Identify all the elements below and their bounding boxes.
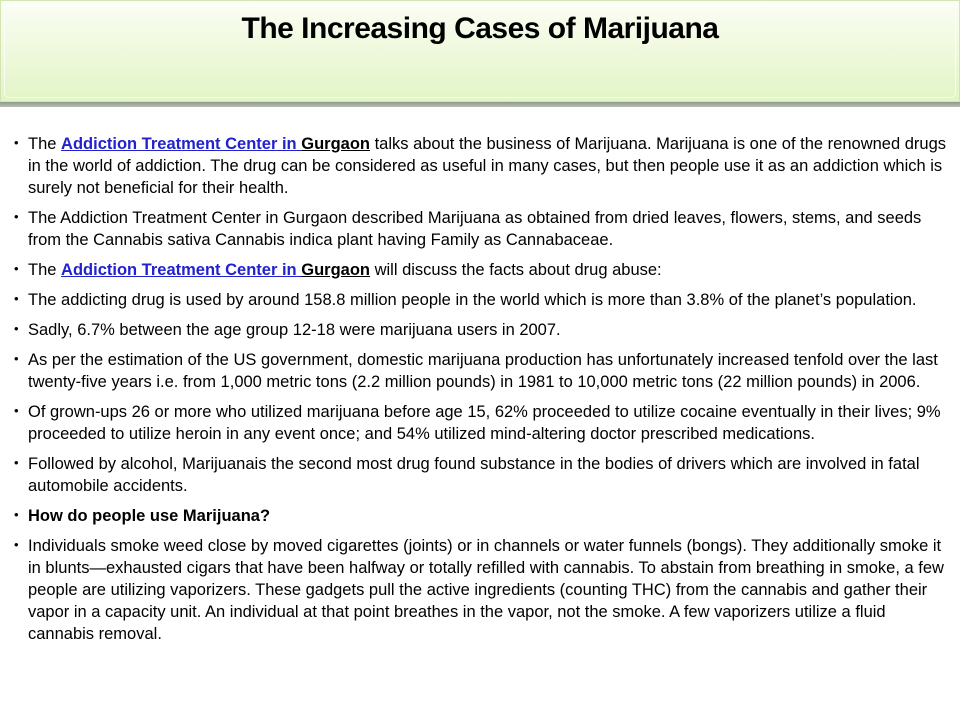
text-run: The addicting drug is used by around 158… bbox=[28, 291, 917, 309]
text-run: Sadly, 6.7% between the age group 12-18 … bbox=[28, 321, 561, 339]
inline-hyperlink[interactable]: Addiction Treatment Center in bbox=[61, 135, 302, 153]
text-run: talks about the business of Marijuana. M… bbox=[28, 135, 946, 197]
bullet-item: Sadly, 6.7% between the age group 12-18 … bbox=[13, 318, 949, 341]
slide-header: The Increasing Cases of Marijuana bbox=[0, 0, 960, 102]
text-run: How do people use Marijuana? bbox=[28, 507, 271, 525]
inline-hyperlink-dark[interactable]: Gurgaon bbox=[301, 261, 370, 279]
text-run: Followed by alcohol, Marijuanais the sec… bbox=[28, 455, 920, 495]
bullet-item: How do people use Marijuana? bbox=[13, 504, 949, 527]
text-run: will discuss the facts about drug abuse: bbox=[369, 261, 662, 279]
text-run: The bbox=[28, 261, 62, 279]
bullet-item: The addicting drug is used by around 158… bbox=[13, 288, 949, 311]
bullet-list: The Addiction Treatment Center in Gurgao… bbox=[13, 132, 949, 645]
header-shadow-divider bbox=[0, 102, 960, 107]
bullet-item: Followed by alcohol, Marijuanais the sec… bbox=[13, 452, 949, 497]
text-run: As per the estimation of the US governme… bbox=[28, 351, 938, 391]
text-run: The Addiction Treatment Center in Gurgao… bbox=[28, 209, 922, 249]
bullet-item: Of grown-ups 26 or more who utilized mar… bbox=[13, 400, 949, 445]
bullet-item: The Addiction Treatment Center in Gurgao… bbox=[13, 206, 949, 251]
text-run: The bbox=[28, 135, 62, 153]
bullet-item: Individuals smoke weed close by moved ci… bbox=[13, 534, 949, 645]
bullet-item: The Addiction Treatment Center in Gurgao… bbox=[13, 258, 949, 281]
inline-hyperlink[interactable]: Addiction Treatment Center in bbox=[61, 261, 302, 279]
bullet-item: As per the estimation of the US governme… bbox=[13, 348, 949, 393]
slide-body: The Addiction Treatment Center in Gurgao… bbox=[13, 132, 949, 653]
inline-hyperlink-dark[interactable]: Gurgaon bbox=[301, 135, 370, 153]
bullet-item: The Addiction Treatment Center in Gurgao… bbox=[13, 132, 949, 199]
text-run: Of grown-ups 26 or more who utilized mar… bbox=[28, 403, 941, 443]
slide-title: The Increasing Cases of Marijuana bbox=[241, 12, 720, 45]
text-run: Individuals smoke weed close by moved ci… bbox=[28, 537, 944, 643]
